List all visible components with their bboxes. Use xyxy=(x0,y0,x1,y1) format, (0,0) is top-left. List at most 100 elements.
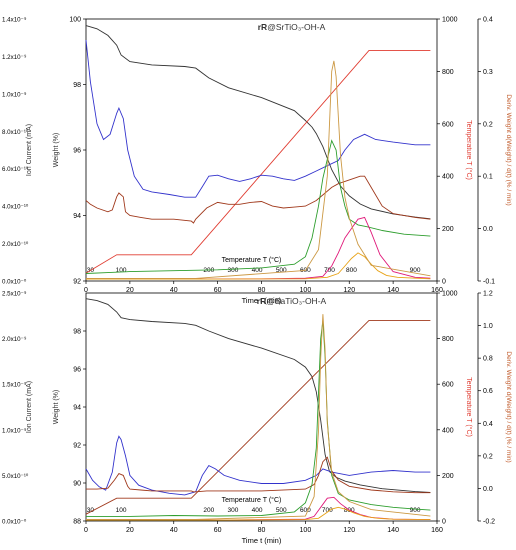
temperature-tick-label: 200 xyxy=(442,226,454,233)
series-line-2 xyxy=(85,49,431,274)
deriv-tick-label: 0.8 xyxy=(483,356,493,363)
temperature-marker-label: 30 xyxy=(87,507,95,514)
x-tick-label: 140 xyxy=(387,287,399,294)
temperature-tick-label: 200 xyxy=(442,473,454,480)
deriv-tick-label: 0.6 xyxy=(483,388,493,395)
deriv-tick-label: 1.2 xyxy=(483,291,493,298)
x-tick-label: 20 xyxy=(126,527,134,534)
temperature-marker-label: 800 xyxy=(346,267,357,274)
x-tick-label: 0 xyxy=(84,287,88,294)
series-line-5 xyxy=(86,320,431,517)
ion-tick-label: 0.0x10⁻⁰ xyxy=(2,279,27,286)
panel-title-suffix: @SrTiO₃-OH-A xyxy=(267,22,325,32)
ion-tick-label: 2.0x10⁻¹⁰ xyxy=(2,241,29,248)
series-line-3 xyxy=(85,39,431,198)
weight-tick-label: 100 xyxy=(69,17,81,24)
weight-tick-label: 90 xyxy=(73,481,81,488)
chart-panel-2: 30 100 200 300 400 500 600 700 800 900Temperature… xyxy=(2,291,512,546)
deriv-tick-label: 0.4 xyxy=(483,17,493,24)
panel-title-prefix: rR xyxy=(257,296,266,306)
x-tick-label: 120 xyxy=(343,287,355,294)
deriv-tick-label: -0.2 xyxy=(483,519,495,526)
x-tick-label: 160 xyxy=(431,287,443,294)
weight-tick-label: 98 xyxy=(73,82,81,89)
series-line-2 xyxy=(85,319,431,515)
series-line-7 xyxy=(86,506,431,521)
temperature-marker-label: 300 xyxy=(228,507,239,514)
temperature-marker-label: 100 xyxy=(116,267,127,274)
temperature-tick-label: 1000 xyxy=(442,17,458,24)
ion-tick-label: 1.4x10⁻⁹ xyxy=(2,17,27,24)
temperature-marker-label: 900 xyxy=(410,267,421,274)
panel-title: rR@SrTiO₃-OH-A xyxy=(258,22,326,32)
ion-tick-label: 4.0x10⁻¹⁰ xyxy=(2,204,29,211)
temperature-marker-label: 400 xyxy=(252,267,263,274)
deriv-tick-label: 0.0 xyxy=(483,226,493,233)
series-line-8 xyxy=(86,60,431,279)
deriv-axis-label: Deriv. Weight d(Weight) / d(t) (% / min) xyxy=(505,94,512,205)
x-tick-label: 140 xyxy=(387,527,399,534)
weight-tick-label: 94 xyxy=(73,213,81,220)
deriv-tick-label: 0.3 xyxy=(483,69,493,76)
x-tick-label: 100 xyxy=(300,287,312,294)
weight-tick-label: 88 xyxy=(73,519,81,526)
ion-tick-label: 1.2x10⁻⁹ xyxy=(2,54,27,61)
temperature-marker-title: Temperature T (°C) xyxy=(222,256,282,264)
weight-tick-label: 94 xyxy=(73,405,81,412)
weight-tick-label: 92 xyxy=(73,279,81,286)
temperature-tick-label: 0 xyxy=(442,519,446,526)
x-tick-label: 0 xyxy=(84,527,88,534)
plot-frame xyxy=(85,18,438,282)
ion-tick-label: 5.0x10⁻¹⁰ xyxy=(2,473,29,480)
temperature-marker-label: 700 xyxy=(322,507,333,514)
panel-title-prefix: rR xyxy=(258,22,267,32)
x-tick-label: 100 xyxy=(300,527,312,534)
ion-tick-label: 1.0x10⁻⁹ xyxy=(2,427,27,434)
temperature-tick-label: 1000 xyxy=(442,291,458,298)
x-tick-label: 80 xyxy=(258,527,266,534)
ion-tick-label: 1.5x10⁻⁹ xyxy=(2,382,27,389)
deriv-tick-label: -0.1 xyxy=(483,279,495,286)
series-line-1 xyxy=(85,25,431,220)
temperature-marker-label: 200 xyxy=(203,267,214,274)
temperature-marker-title: Temperature T (°C) xyxy=(222,496,282,504)
x-tick-label: 40 xyxy=(170,527,178,534)
x-tick-label: 160 xyxy=(431,527,443,534)
deriv-tick-label: 1.0 xyxy=(483,323,493,330)
ion-axis-label: Ion Current (mA) xyxy=(26,381,33,433)
x-tick-label: 60 xyxy=(214,287,222,294)
ion-tick-label: 1.0x10⁻⁹ xyxy=(2,91,27,98)
series-line-1 xyxy=(85,298,431,493)
x-tick-label: 20 xyxy=(126,287,134,294)
ion-tick-label: 0.0x10⁻⁰ xyxy=(2,519,27,526)
temperature-marker-label: 200 xyxy=(203,507,214,514)
temperature-tick-label: 400 xyxy=(442,427,454,434)
series-line-8 xyxy=(86,314,431,520)
temperature-tick-label: 400 xyxy=(442,174,454,181)
ion-tick-label: 2.5x10⁻⁹ xyxy=(2,291,27,298)
series-line-4 xyxy=(85,175,431,224)
temperature-tick-label: 0 xyxy=(442,279,446,286)
ion-tick-label: 2.0x10⁻⁹ xyxy=(2,336,27,343)
temperature-marker-label: 300 xyxy=(228,267,239,274)
deriv-axis-label: Deriv. Weight d(Weight) / d(t) (% / min) xyxy=(505,351,512,462)
weight-tick-label: 96 xyxy=(73,148,81,155)
temperature-marker-label: 700 xyxy=(324,267,335,274)
deriv-tick-label: 0.2 xyxy=(483,453,493,460)
ion-tick-label: 6.0x10⁻¹⁰ xyxy=(2,166,29,173)
x-tick-label: 40 xyxy=(170,287,178,294)
series-line-4 xyxy=(86,456,431,494)
panel-title-suffix: @BaTiO₃-OH-A xyxy=(266,296,326,306)
temperature-marker-label: 500 xyxy=(276,267,287,274)
temperature-axis-label: Temperature T (°C) xyxy=(465,377,473,437)
temperature-marker-label: 100 xyxy=(116,507,127,514)
temperature-marker-label: 400 xyxy=(252,507,263,514)
temperature-tick-label: 800 xyxy=(442,69,454,76)
x-tick-label: 60 xyxy=(214,527,222,534)
weight-axis-label: Weight (%) xyxy=(53,390,60,425)
panel-title: rR@BaTiO₃-OH-A xyxy=(257,296,327,306)
x-tick-label: 120 xyxy=(343,527,355,534)
deriv-tick-label: 0.4 xyxy=(483,421,493,428)
plot-frame xyxy=(85,292,438,522)
